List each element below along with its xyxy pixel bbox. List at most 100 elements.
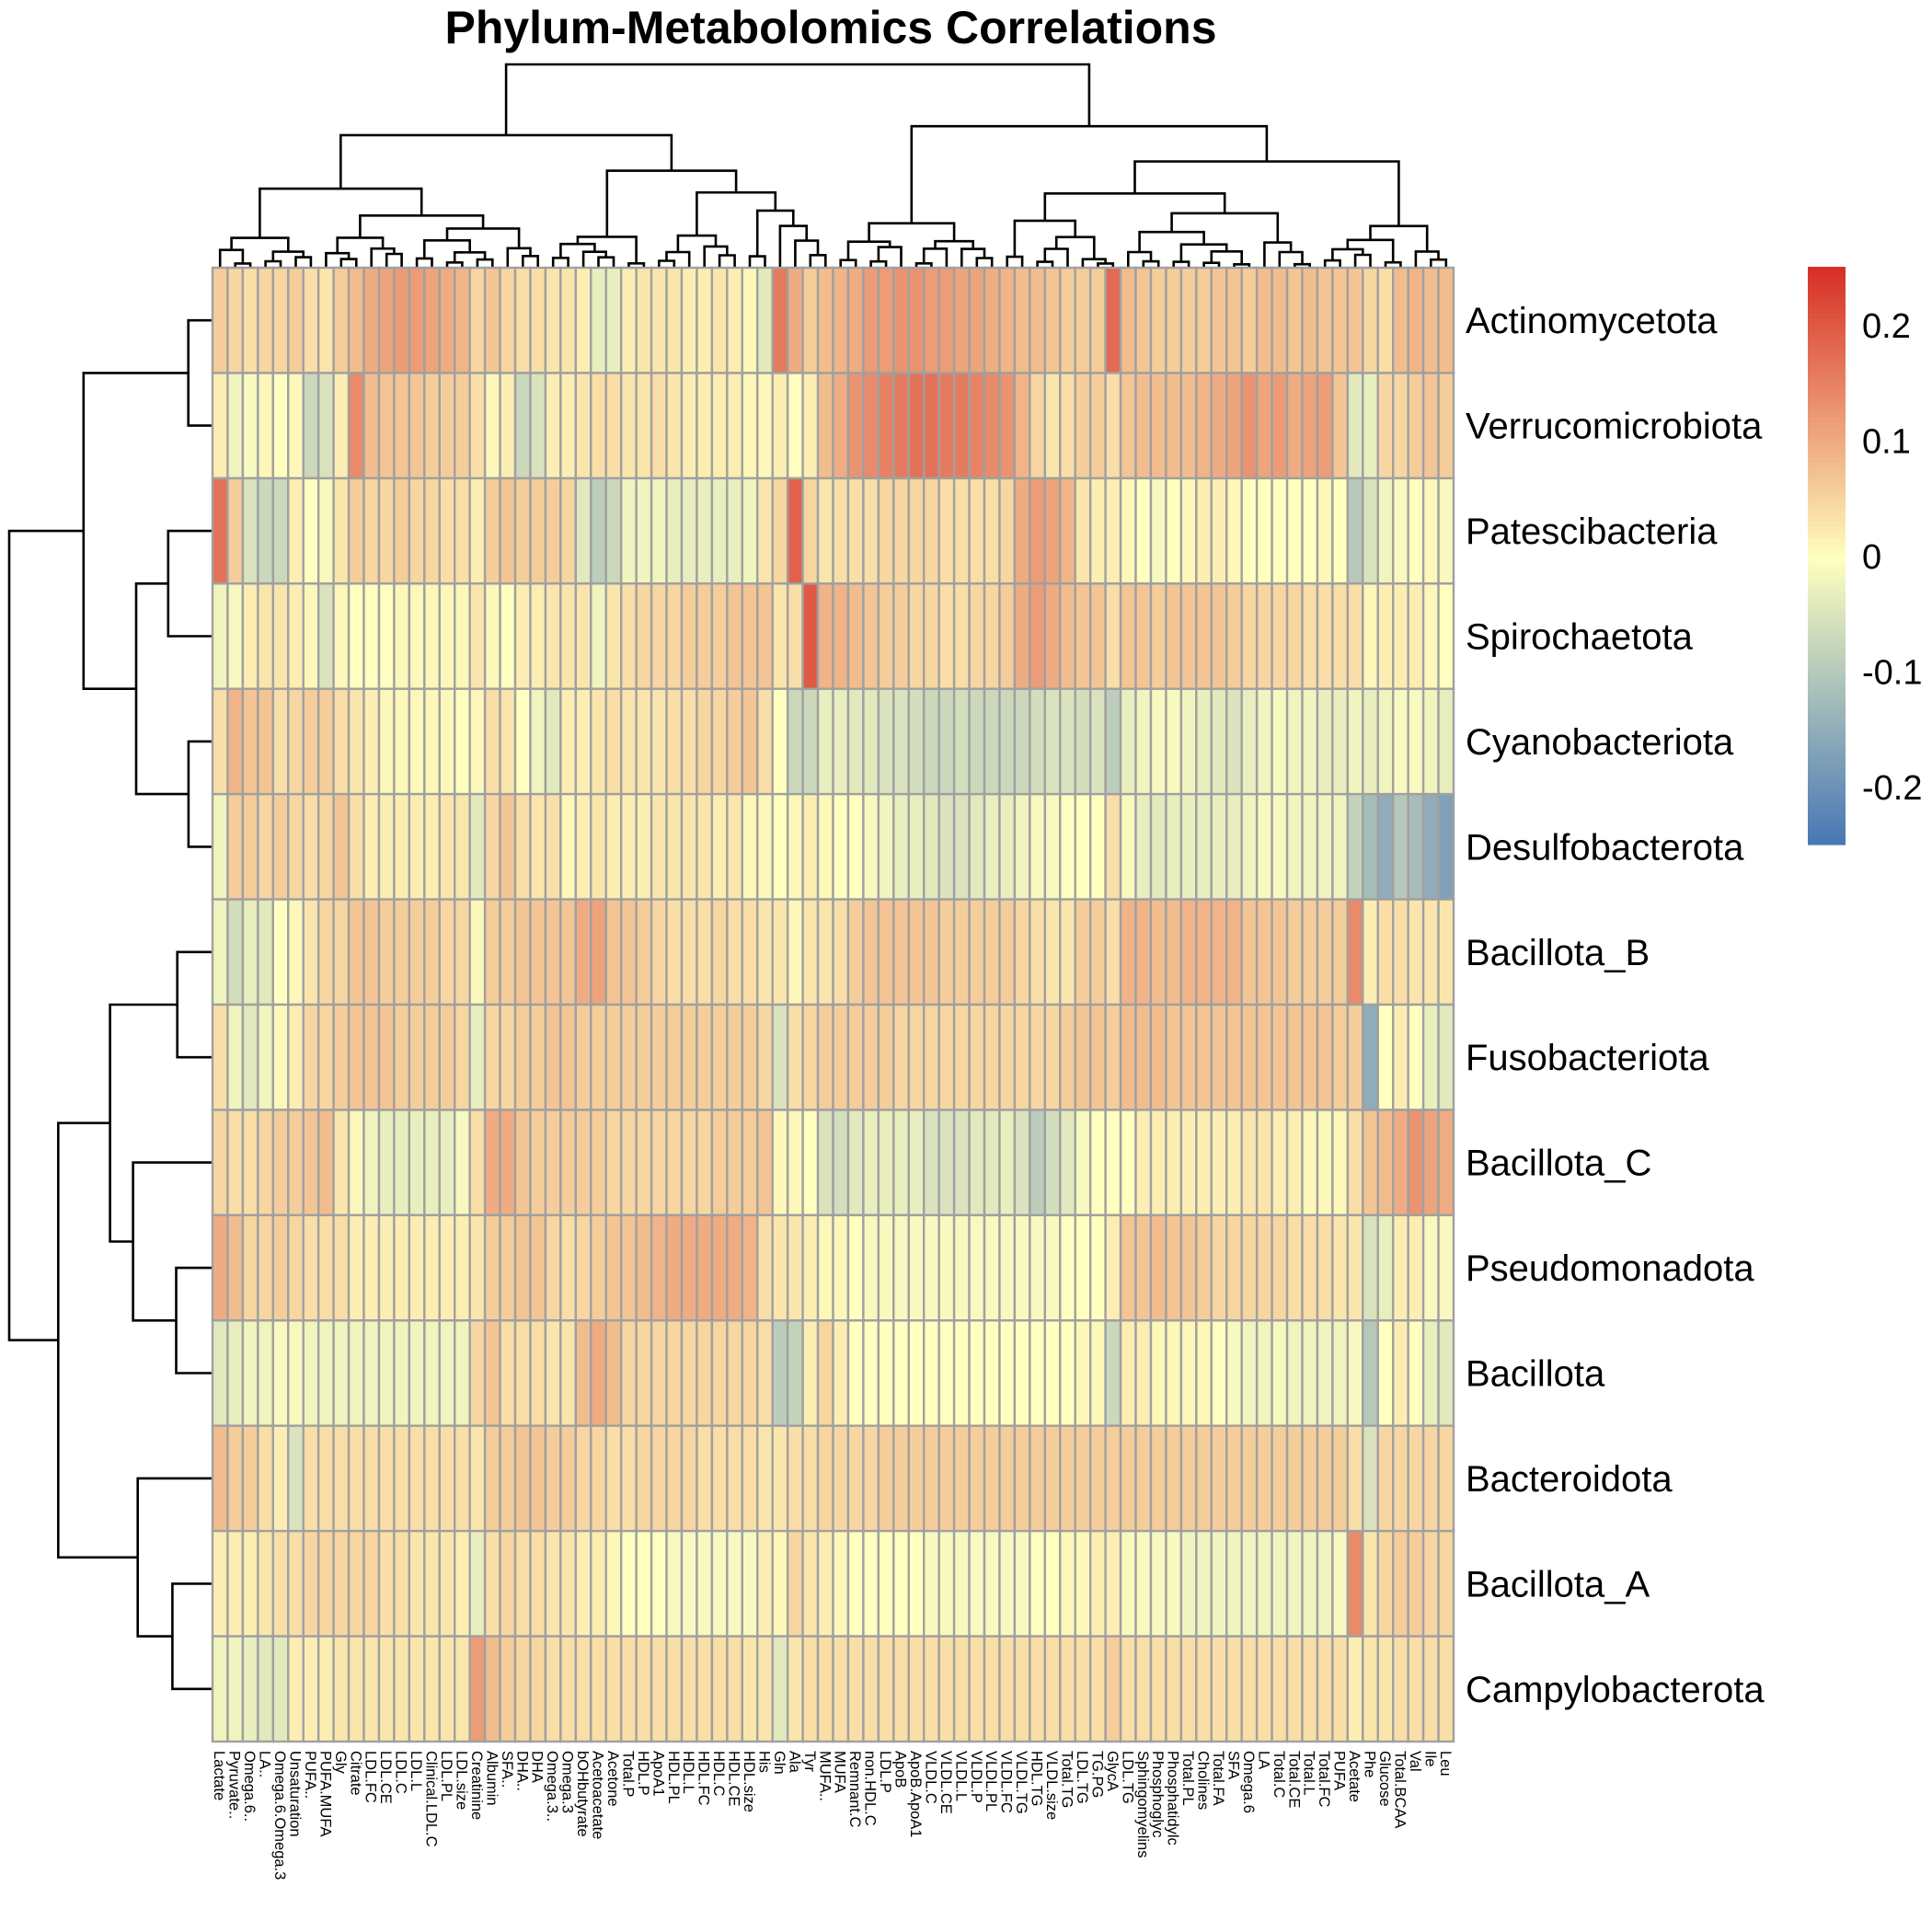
heatmap-cell [877, 1529, 895, 1638]
legend-gradient-step [1808, 780, 1846, 788]
heatmap-cell [832, 1109, 850, 1217]
heatmap-cell [696, 372, 714, 480]
heatmap-cell [1074, 1213, 1092, 1322]
heatmap-cell [1437, 792, 1455, 901]
heatmap-cell [1104, 1003, 1122, 1111]
heatmap-cell [756, 1319, 774, 1427]
heatmap-cell [1225, 1003, 1243, 1111]
heatmap-cell [726, 1109, 743, 1217]
heatmap-cell [1271, 477, 1289, 585]
heatmap-cell [1437, 582, 1455, 690]
heatmap-cell [226, 266, 245, 374]
heatmap-cell [1134, 792, 1153, 901]
heatmap-cell [1088, 1529, 1107, 1638]
heatmap-cell [1255, 1003, 1273, 1111]
heatmap-cell [257, 372, 275, 480]
heatmap-cell [1316, 898, 1334, 1006]
heatmap-cell [1316, 1529, 1334, 1638]
legend-gradient-step [1808, 625, 1846, 632]
heatmap-cell [801, 1003, 820, 1111]
heatmap-cell [271, 1109, 290, 1217]
heatmap-cell [619, 1529, 638, 1638]
heatmap-cell [786, 687, 804, 796]
heatmap-cell [998, 582, 1017, 690]
heatmap-cell [468, 582, 487, 690]
heatmap-cell [287, 1424, 305, 1533]
heatmap-cell [1301, 582, 1319, 690]
heatmap-cell [680, 687, 698, 796]
heatmap-cell [544, 266, 562, 374]
heatmap-cell [1346, 792, 1364, 901]
heatmap-cell [1240, 1424, 1259, 1533]
heatmap-cell [483, 372, 501, 480]
heatmap-cell [423, 582, 441, 690]
heatmap-cell [877, 266, 895, 374]
heatmap-cell [983, 792, 1001, 901]
heatmap-cell [271, 898, 290, 1006]
heatmap-cell [604, 582, 623, 690]
heatmap-cell [241, 792, 259, 901]
heatmap-cell [454, 1529, 471, 1638]
heatmap-cell [937, 372, 956, 480]
heatmap-cell [937, 1319, 956, 1427]
heatmap-cell [786, 1003, 804, 1111]
heatmap-cell [1255, 477, 1273, 585]
heatmap-cell [423, 1319, 441, 1427]
legend-gradient-step [1808, 399, 1846, 407]
column-label: Total.C [1271, 1751, 1287, 1798]
heatmap-cell [1346, 1529, 1364, 1638]
heatmap-cell [1119, 582, 1137, 690]
heatmap-cell [347, 1319, 365, 1427]
legend-gradient-step [1808, 590, 1846, 597]
heatmap-cell [377, 1109, 396, 1217]
heatmap-cell [756, 372, 774, 480]
heatmap-cell [983, 372, 1001, 480]
heatmap-cell [635, 477, 653, 585]
heatmap-cell [408, 687, 426, 796]
heatmap-cell [483, 1319, 501, 1427]
heatmap-cell [832, 687, 850, 796]
heatmap-cell [499, 1109, 517, 1217]
heatmap-cell [1362, 792, 1379, 901]
heatmap-cell [544, 1003, 562, 1111]
heatmap-cell [271, 372, 290, 480]
heatmap-cell [302, 1529, 320, 1638]
heatmap-cell [438, 1109, 456, 1217]
heatmap-cell [1059, 1109, 1076, 1217]
heatmap-cell [1316, 1635, 1334, 1743]
heatmap-cell [862, 1319, 880, 1427]
legend-gradient-step [1808, 671, 1846, 678]
heatmap-cell [423, 266, 441, 374]
legend-gradient-step [1808, 313, 1846, 320]
legend-gradient-step [1808, 532, 1846, 539]
heatmap-cell [1074, 372, 1092, 480]
heatmap-cell [923, 1003, 940, 1111]
legend-gradient-step [1808, 336, 1846, 343]
heatmap-cell [832, 372, 850, 480]
heatmap-cell [1346, 582, 1364, 690]
heatmap-cell [316, 898, 335, 1006]
heatmap-cell [1255, 1109, 1273, 1217]
heatmap-cell [1331, 1109, 1350, 1217]
heatmap-cell [1165, 898, 1183, 1006]
legend-gradient-step [1808, 619, 1846, 626]
heatmap-cell [1165, 1109, 1183, 1217]
heatmap-cell [998, 477, 1017, 585]
heatmap-cell [377, 477, 396, 585]
heatmap-cell [816, 1635, 834, 1743]
heatmap-cell [257, 477, 275, 585]
heatmap-cell [1225, 1109, 1243, 1217]
legend-gradient-step [1808, 521, 1846, 528]
heatmap-cell [499, 1213, 517, 1322]
column-label: Leu [1437, 1751, 1454, 1777]
heatmap-cell [332, 1003, 351, 1111]
heatmap-cell [590, 1109, 607, 1217]
legend-gradient-step [1808, 463, 1846, 470]
heatmap-cell [513, 1635, 532, 1743]
heatmap-cell [1165, 1003, 1183, 1111]
heatmap-cell [316, 687, 335, 796]
heatmap-cell [696, 1319, 714, 1427]
heatmap-cell [665, 582, 684, 690]
heatmap-cell [287, 898, 305, 1006]
column-label: HDL.PL [665, 1751, 682, 1804]
